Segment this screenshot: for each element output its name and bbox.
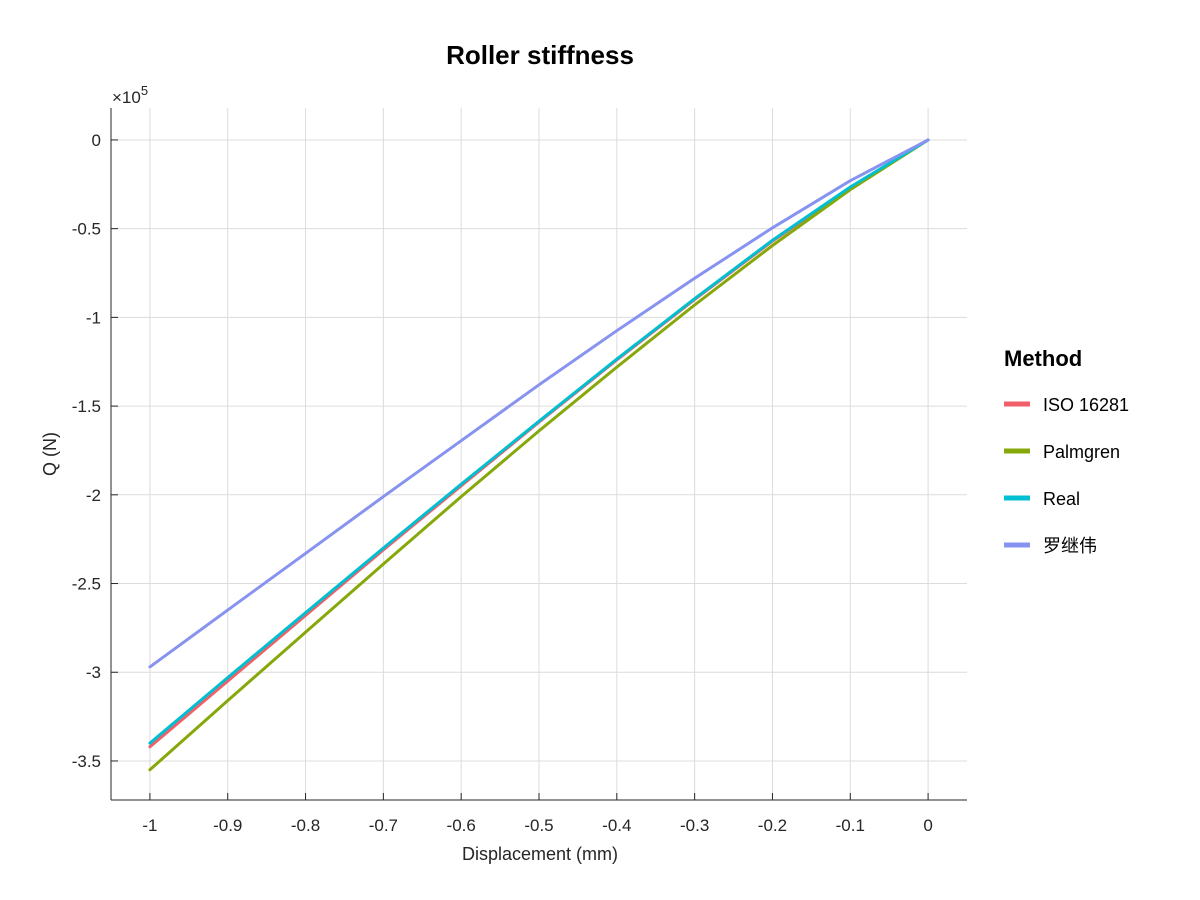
x-tick-label: -0.7 (369, 816, 398, 835)
y-axis-label: Q (N) (40, 432, 60, 476)
y-tick-label: -1.5 (72, 397, 101, 416)
x-tick-label: -1 (142, 816, 157, 835)
x-tick-label: -0.5 (524, 816, 553, 835)
y-exponent-label: ×105 (112, 83, 148, 107)
x-tick-label: -0.8 (291, 816, 320, 835)
x-tick-label: -0.6 (447, 816, 476, 835)
y-tick-label: -2.5 (72, 575, 101, 594)
x-axis-label: Displacement (mm) (462, 844, 618, 864)
legend-title: Method (1004, 346, 1082, 371)
legend-label: Real (1043, 489, 1080, 509)
y-tick-label: -3 (86, 663, 101, 682)
x-tick-label: -0.4 (602, 816, 631, 835)
series-line (148, 138, 930, 772)
y-tick-label: -2 (86, 486, 101, 505)
legend: Method ISO 16281 Palmgren Real 罗继伟 (1004, 346, 1129, 556)
x-tick-label: -0.3 (680, 816, 709, 835)
x-tick-label: 0 (923, 816, 932, 835)
legend-label: ISO 16281 (1043, 395, 1129, 415)
x-tick-label: -0.2 (758, 816, 787, 835)
y-tick-label: 0 (92, 131, 101, 150)
x-tick-label: -0.9 (213, 816, 242, 835)
y-tick-label: -0.5 (72, 220, 101, 239)
x-ticks: -1 -0.9 -0.8 -0.7 -0.6 -0.5 -0.4 -0.3 -0.2 -0.1 0 (142, 793, 933, 835)
x-tick-label: -0.1 (836, 816, 865, 835)
legend-label: Palmgren (1043, 442, 1120, 462)
series-line (148, 138, 930, 745)
y-tick-label: -1 (86, 308, 101, 327)
legend-label: 罗继伟 (1043, 536, 1097, 556)
y-tick-label: -3.5 (72, 752, 101, 771)
series-line (148, 138, 930, 669)
chart-title: Roller stiffness (446, 40, 634, 70)
grid-lines (111, 108, 967, 800)
y-ticks: 0 -0.5 -1 -1.5 -2 -2.5 -3 -3.5 (72, 131, 118, 771)
series-lines (148, 138, 930, 772)
